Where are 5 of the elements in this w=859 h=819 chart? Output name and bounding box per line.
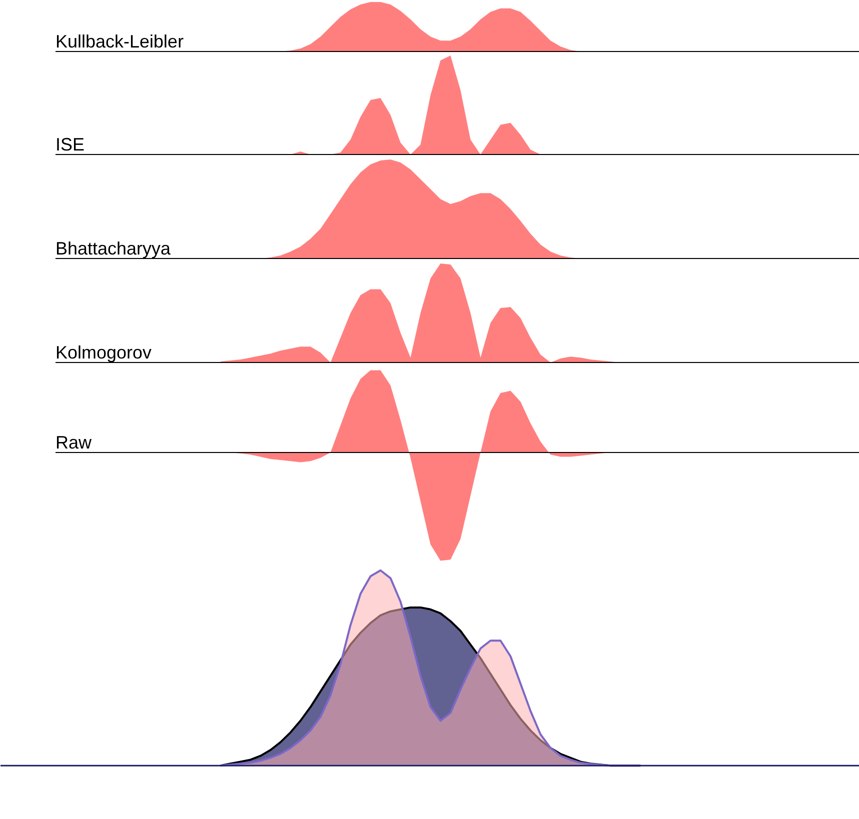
text: Kullback-Leibler — [56, 32, 184, 52]
text: Kolmogorov — [56, 342, 152, 363]
text: Raw — [56, 432, 93, 452]
text: Bhattacharyya — [56, 238, 172, 259]
text: ISE — [56, 134, 85, 155]
